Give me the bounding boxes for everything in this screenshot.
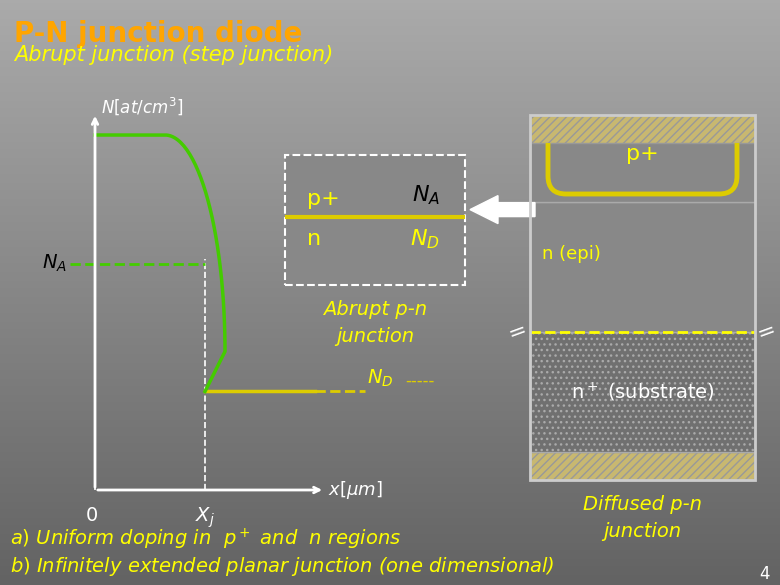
Text: n: n: [307, 229, 321, 249]
Text: $N[at/cm^3]$: $N[at/cm^3]$: [101, 95, 183, 117]
Text: junction: junction: [336, 327, 414, 346]
Bar: [530, 115, 755, 480]
Text: $N_D$: $N_D$: [367, 368, 393, 390]
Text: $0$: $0$: [84, 506, 98, 525]
Text: $X_j$: $X_j$: [195, 506, 215, 531]
Text: P-N junction diode: P-N junction diode: [14, 20, 303, 48]
Text: $x[\mu m]$: $x[\mu m]$: [328, 479, 383, 501]
Text: 4: 4: [760, 565, 770, 583]
Text: n$^+$ (substrate): n$^+$ (substrate): [570, 380, 714, 404]
Text: p+: p+: [307, 190, 340, 209]
Text: n (epi): n (epi): [542, 245, 601, 263]
Text: $N_D$: $N_D$: [410, 228, 440, 251]
Bar: [530, 332, 755, 452]
Text: =: =: [505, 319, 530, 345]
Text: $a)$ Uniform doping in  $p^+$ and  $n$ regions: $a)$ Uniform doping in $p^+$ and $n$ reg…: [10, 527, 401, 552]
Text: Diffused p-n: Diffused p-n: [583, 495, 702, 514]
Bar: [530, 452, 755, 480]
Text: $N_A$: $N_A$: [412, 184, 440, 207]
Text: -----: -----: [405, 371, 434, 390]
Bar: [530, 115, 755, 143]
Text: p+: p+: [626, 144, 659, 164]
Text: =: =: [755, 319, 779, 345]
Bar: [530, 115, 755, 202]
Polygon shape: [470, 195, 535, 223]
Text: Abrupt junction (step junction): Abrupt junction (step junction): [14, 45, 333, 65]
Text: $N_A$: $N_A$: [42, 253, 67, 274]
Text: Abrupt p-n: Abrupt p-n: [323, 300, 427, 319]
Text: $b)$ Infinitely extended planar junction (one dimensional): $b)$ Infinitely extended planar junction…: [10, 555, 555, 578]
Bar: [530, 202, 755, 332]
Bar: [285, 155, 465, 285]
Text: junction: junction: [604, 522, 682, 541]
